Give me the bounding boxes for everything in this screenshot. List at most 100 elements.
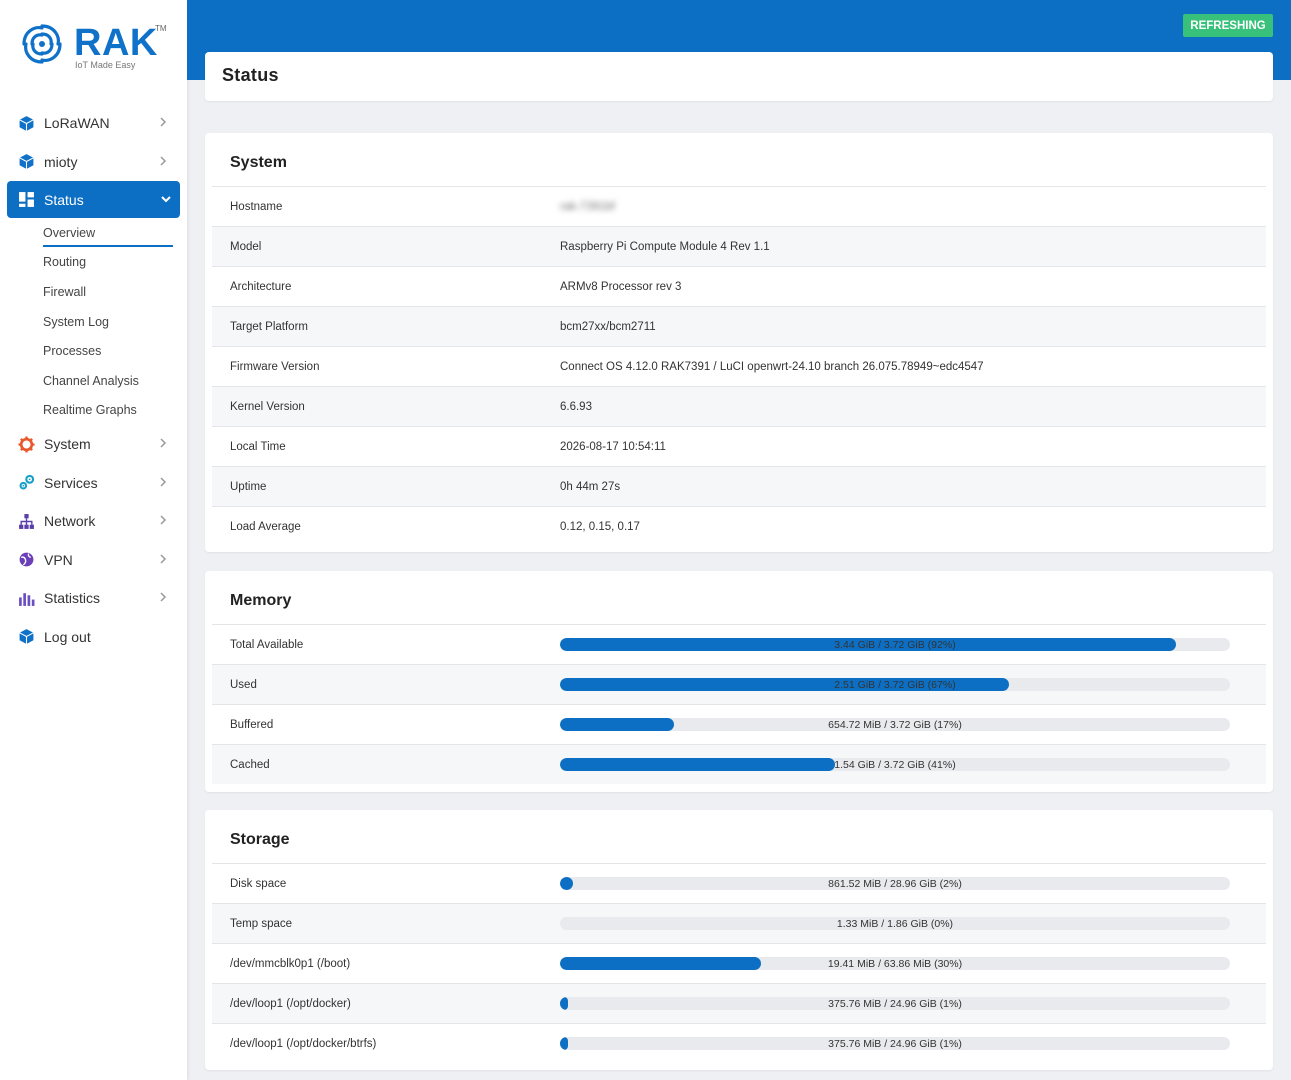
sidebar-item-label: Log out [44, 628, 91, 645]
row-key: Buffered [230, 718, 274, 731]
progress-fill [560, 718, 674, 731]
row-key: Architecture [230, 280, 292, 293]
table-row: Kernel Version 6.6.93 [212, 386, 1266, 426]
progress-bar: 2.51 GiB / 3.72 GiB (67%) [560, 678, 1230, 691]
network-icon [19, 513, 34, 529]
row-value: bcm27xx/bcm2711 [560, 320, 656, 333]
progress-fill [560, 877, 574, 890]
row-value: 0.12, 0.15, 0.17 [560, 520, 640, 533]
services-icon [19, 475, 35, 490]
chevron-down-icon [161, 196, 171, 203]
sidebar-item-lorawan[interactable]: LoRaWAN [0, 104, 187, 143]
submenu-item-channel-analysis[interactable]: Channel Analysis [43, 373, 139, 388]
refresh-indicator[interactable]: REFRESHING [1183, 14, 1273, 37]
chevron-right-icon [160, 554, 167, 564]
row-value: 2026-08-17 10:54:11 [560, 440, 666, 453]
progress-label: 375.76 MiB / 24.96 GiB (1%) [828, 997, 962, 1010]
progress-fill [560, 638, 1177, 651]
table-row: Temp space 1.33 MiB / 1.86 GiB (0%) [212, 903, 1266, 943]
progress-bar: 1.54 GiB / 3.72 GiB (41%) [560, 758, 1230, 771]
progress-label: 654.72 MiB / 3.72 GiB (17%) [828, 718, 962, 731]
row-key: Disk space [230, 877, 287, 890]
row-key: Model [230, 240, 262, 253]
progress-bar: 1.33 MiB / 1.86 GiB (0%) [560, 917, 1230, 930]
table-row: Architecture ARMv8 Processor rev 3 [212, 266, 1266, 306]
submenu-item-realtime-graphs[interactable]: Realtime Graphs [43, 403, 137, 418]
sidebar: RAK TM IoT Made Easy LoRaWAN mioty Statu… [0, 0, 187, 1080]
row-key: /dev/loop1 (/opt/docker) [230, 997, 351, 1010]
row-key: Hostname [230, 200, 283, 213]
row-key: Uptime [230, 480, 267, 493]
submenu-item-routing[interactable]: Routing [43, 255, 87, 270]
section-title: Storage [230, 831, 290, 848]
brand-tm: TM [155, 24, 167, 33]
progress-label: 1.33 MiB / 1.86 GiB (0%) [836, 917, 954, 930]
storage-section: Storage Disk space 861.52 MiB / 28.96 Gi… [205, 810, 1273, 1070]
row-key: /dev/mmcblk0p1 (/boot) [230, 957, 351, 970]
row-value: ARMv8 Processor rev 3 [560, 280, 682, 293]
progress-label: 375.76 MiB / 24.96 GiB (1%) [828, 1037, 962, 1050]
progress-fill [560, 957, 761, 970]
progress-bar: 375.76 MiB / 24.96 GiB (1%) [560, 997, 1230, 1010]
chevron-right-icon [160, 438, 167, 448]
chevron-right-icon [160, 477, 167, 487]
status-submenu: Overview Routing Firewall System Log Pro… [0, 218, 187, 425]
table-row: Used 2.51 GiB / 3.72 GiB (67%) [212, 664, 1266, 704]
progress-label: 3.44 GiB / 3.72 GiB (92%) [834, 638, 956, 651]
table-row: Cached 1.54 GiB / 3.72 GiB (41%) [212, 744, 1266, 784]
cube-icon [19, 154, 34, 170]
row-key: Local Time [230, 440, 286, 453]
chevron-right-icon [160, 592, 167, 602]
progress-bar: 19.41 MiB / 63.86 MiB (30%) [560, 957, 1230, 970]
table-row: Load Average 0.12, 0.15, 0.17 [212, 506, 1266, 546]
cube-icon [19, 115, 34, 131]
sidebar-item-system[interactable]: System [0, 425, 187, 464]
table-row: Target Platform bcm27xx/bcm2711 [212, 306, 1266, 346]
page-title: Status [222, 65, 279, 85]
progress-bar: 3.44 GiB / 3.72 GiB (92%) [560, 638, 1230, 651]
row-key: Load Average [230, 520, 301, 533]
sidebar-item-mioty[interactable]: mioty [0, 143, 187, 182]
table-row: /dev/loop1 (/opt/docker/btrfs) 375.76 Mi… [212, 1023, 1266, 1063]
vpn-icon [19, 553, 34, 567]
table-row: Hostname rak-7391bf [212, 186, 1266, 226]
row-value: Connect OS 4.12.0 RAK7391 / LuCI openwrt… [560, 360, 984, 373]
sidebar-item-vpn[interactable]: VPN [0, 541, 187, 580]
row-value: 0h 44m 27s [560, 480, 621, 493]
rak-logo-icon [22, 24, 62, 64]
sidebar-item-network[interactable]: Network [0, 502, 187, 541]
submenu-item-processes[interactable]: Processes [43, 344, 102, 359]
sidebar-item-label: VPN [44, 551, 73, 568]
progress-label: 2.51 GiB / 3.72 GiB (67%) [834, 678, 956, 691]
submenu-item-system-log[interactable]: System Log [43, 314, 110, 329]
submenu-item-firewall[interactable]: Firewall [43, 284, 87, 299]
sidebar-item-statistics[interactable]: Statistics [0, 579, 187, 618]
memory-section: Memory Total Available 3.44 GiB / 3.72 G… [205, 571, 1273, 792]
sidebar-item-label: LoRaWAN [44, 115, 110, 132]
row-key: Cached [230, 758, 270, 771]
sidebar-item-label: Services [44, 474, 98, 491]
submenu-item-overview[interactable]: Overview [43, 218, 173, 248]
gear-icon [18, 436, 35, 453]
table-row: Firmware Version Connect OS 4.12.0 RAK73… [212, 346, 1266, 386]
row-key: Temp space [230, 917, 293, 930]
chevron-right-icon [160, 515, 167, 525]
sidebar-item-services[interactable]: Services [0, 464, 187, 503]
progress-fill [560, 758, 835, 771]
table-row: Disk space 861.52 MiB / 28.96 GiB (2%) [212, 863, 1266, 903]
sidebar-item-label: Network [44, 513, 96, 530]
progress-bar: 375.76 MiB / 24.96 GiB (1%) [560, 1037, 1230, 1050]
row-key: Total Available [230, 638, 304, 651]
sidebar-item-status[interactable]: Status [7, 181, 180, 218]
row-key: Kernel Version [230, 400, 305, 413]
chevron-right-icon [160, 155, 167, 166]
sidebar-item-logout[interactable]: Log out [0, 618, 187, 657]
section-title: System [230, 154, 287, 171]
row-key: /dev/loop1 (/opt/docker/btrfs) [230, 1037, 377, 1050]
rak-logo[interactable]: RAK TM IoT Made Easy [20, 20, 180, 75]
sidebar-item-label: mioty [44, 153, 78, 170]
dashboard-icon [19, 192, 34, 207]
progress-fill [560, 1037, 568, 1050]
bar-chart-icon [19, 593, 35, 606]
table-row: /dev/loop1 (/opt/docker) 375.76 MiB / 24… [212, 983, 1266, 1023]
